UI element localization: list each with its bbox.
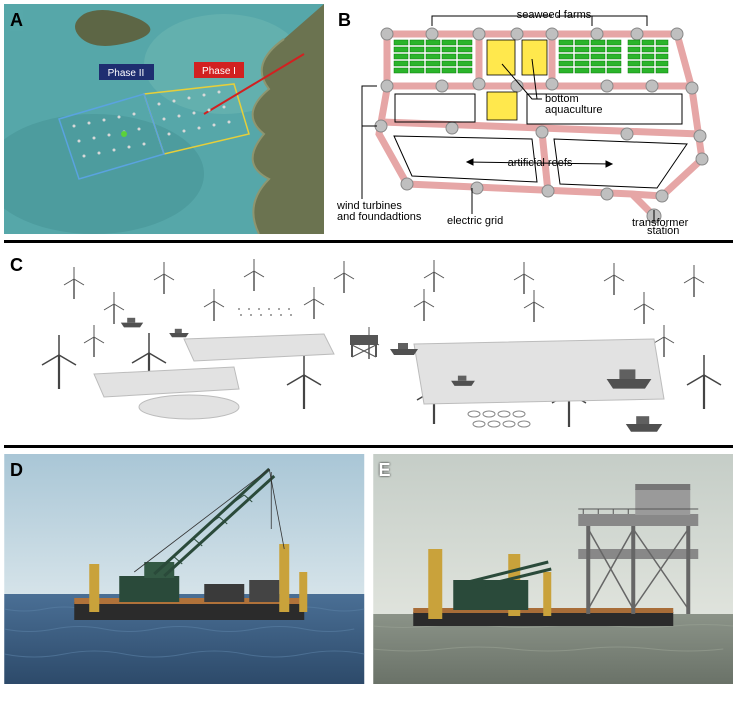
panel-d-label: D [10,460,23,481]
phase2-tag: Phase II [108,68,145,79]
panel-c-label: C [10,255,23,276]
row-ab: A [4,4,733,234]
panel-b: B [332,4,732,234]
panel-b-label: B [338,10,351,31]
map-svg: Phase II Phase I [4,4,324,234]
divider-1 [4,240,733,243]
divider-2 [4,445,733,448]
label-reefs: artificial reefs [508,157,573,169]
label-grid: electric grid [447,215,503,227]
panel-d: D [4,454,365,684]
label-seaweed: seaweed farms [517,9,592,21]
multi-panel-figure: A [0,0,737,688]
panel-a: A [4,4,324,234]
illustration-svg [4,249,733,439]
panel-a-label: A [10,10,23,31]
label-turbines-2: and foundadtions [337,211,422,223]
panel-c: C [4,249,733,439]
label-transformer-2b: station [647,225,679,234]
label-bottom-2: aquaculture [545,104,603,116]
schematic-svg: seaweed farms bottom aquaculture artific… [332,4,732,234]
photo-d-svg [4,454,365,684]
panel-e-label: E [379,460,391,481]
panel-e: E [373,454,734,684]
photo-e-svg [373,454,734,684]
row-de: D [4,454,733,684]
phase1-tag: Phase I [202,66,236,77]
